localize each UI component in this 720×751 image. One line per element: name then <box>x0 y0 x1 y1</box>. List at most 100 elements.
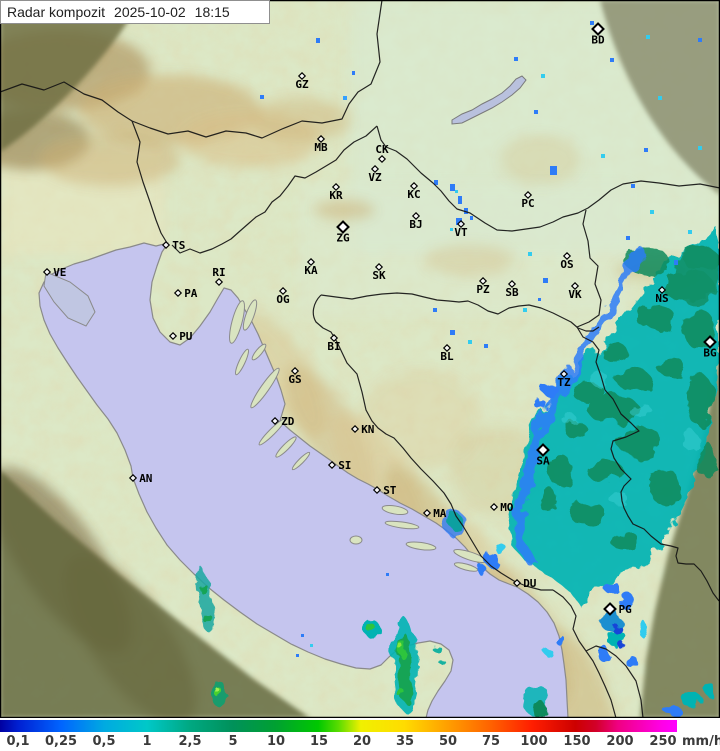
station-label: TZ <box>557 376 571 389</box>
intensity-legend: 0,1 0,25 0,5 1 2,5 5 10 15 20 35 50 75 100 150 200 250 m… <box>0 718 720 751</box>
map-title: Radar kompozit <box>7 4 106 20</box>
legend-tick-label: 2,5 <box>178 734 202 749</box>
islands-layer <box>43 271 487 572</box>
station-marker: VZ <box>368 164 382 184</box>
station-diamond-icon <box>370 164 380 174</box>
station-marker: PC <box>521 190 535 210</box>
station-diamond-icon <box>603 602 617 616</box>
station-label: MA <box>433 507 447 520</box>
station-label: SI <box>338 459 351 472</box>
station-marker: VT <box>454 219 468 239</box>
station-diamond-icon <box>374 262 384 272</box>
legend-tick-label: 10 <box>266 734 286 749</box>
station-diamond-icon <box>559 369 569 379</box>
station-marker: KA <box>304 257 318 277</box>
radar-map-canvas: BD GZ MB CK VZ KR KC PC BJ VT ZG TS OS KA SK VE RI PZ SB VK… <box>0 0 720 718</box>
station-marker: RI <box>212 266 226 287</box>
legend-tick-label: 0,5 <box>92 734 116 749</box>
station-diamond-icon <box>270 416 280 426</box>
station-label: BG <box>703 347 717 360</box>
station-label: KN <box>361 423 374 436</box>
station-marker: MA <box>422 507 447 520</box>
station-marker: PU <box>168 330 193 343</box>
station-diamond-icon <box>372 485 382 495</box>
station-marker: VE <box>42 266 66 279</box>
station-label: SB <box>505 286 519 299</box>
station-diamond-icon <box>290 366 300 376</box>
station-diamond-icon <box>422 508 432 518</box>
legend-tick-label: 150 <box>563 734 591 749</box>
station-label: OG <box>276 293 290 306</box>
legend-unit-label: mm/h <box>682 734 720 749</box>
station-label: PU <box>179 330 193 343</box>
station-diamond-icon <box>173 288 183 298</box>
station-diamond-icon <box>42 267 52 277</box>
station-diamond-icon <box>512 578 522 588</box>
title-bar: Radar kompozit 2025-10-02 18:15 <box>0 0 270 24</box>
station-marker: KC <box>407 181 421 201</box>
station-label: ZG <box>336 232 350 245</box>
station-diamond-icon <box>306 257 316 267</box>
station-marker: ST <box>372 484 397 497</box>
station-diamond-icon <box>297 71 307 81</box>
station-marker: VK <box>568 281 582 301</box>
radar-site-marker: PG <box>603 602 632 616</box>
station-label: BL <box>440 350 454 363</box>
rain-light-patches <box>562 374 698 506</box>
lake-balaton <box>451 75 527 125</box>
station-label: MO <box>500 501 514 514</box>
rain-south-cells <box>197 566 550 718</box>
station-diamond-icon <box>128 473 138 483</box>
station-marker: SK <box>372 262 386 282</box>
station-marker: MB <box>314 134 328 154</box>
rain-specks <box>260 21 702 657</box>
station-marker: SB <box>505 279 519 299</box>
legend-tick-label: 200 <box>606 734 634 749</box>
station-marker: BI <box>327 333 341 353</box>
station-label: ST <box>383 484 397 497</box>
station-label: OS <box>560 258 573 271</box>
station-label: KC <box>407 188 420 201</box>
station-label: KA <box>304 264 318 277</box>
station-label: AN <box>139 472 152 485</box>
station-diamond-icon <box>591 22 605 36</box>
station-marker: SI <box>327 459 351 472</box>
station-marker: MO <box>489 501 514 514</box>
station-marker: TZ <box>557 369 571 389</box>
legend-tick-label: 0,1 <box>6 734 30 749</box>
radar-map[interactable]: BD GZ MB CK VZ KR KC PC BJ VT ZG TS OS KA SK VE RI PZ SB VK… <box>0 0 720 718</box>
station-label: SK <box>372 269 386 282</box>
station-marker: BJ <box>409 211 423 231</box>
station-label: VT <box>454 226 468 239</box>
station-label: MB <box>314 141 328 154</box>
station-diamond-icon <box>703 335 717 349</box>
station-marker: NS <box>655 285 669 305</box>
radar-site-marker: BD <box>591 22 605 47</box>
station-marker: TS <box>161 239 185 252</box>
map-time: 18:15 <box>194 4 230 20</box>
adriatic-sea <box>38 242 569 718</box>
legend-tick-label: 5 <box>228 734 238 749</box>
legend-tick-label: 100 <box>520 734 548 749</box>
legend-tick-label: 0,25 <box>44 734 78 749</box>
legend-tick-label: 250 <box>649 734 677 749</box>
station-label: GS <box>288 373 301 386</box>
station-label: RI <box>212 266 225 279</box>
station-diamond-icon <box>442 343 452 353</box>
station-marker: KN <box>350 423 374 436</box>
station-diamond-icon <box>278 286 288 296</box>
station-label: GZ <box>295 78 309 91</box>
legend-tick-label: 35 <box>395 734 415 749</box>
station-marker: ZD <box>270 415 295 428</box>
station-label: VK <box>568 288 582 301</box>
rain-blue-fringe <box>513 247 645 567</box>
station-marker: KR <box>329 182 343 202</box>
station-diamond-icon <box>214 277 224 287</box>
station-marker: OS <box>560 251 574 271</box>
legend-tick-label: 15 <box>309 734 329 749</box>
station-label: TS <box>172 239 185 252</box>
radar-site-marker: BG <box>703 335 717 360</box>
station-diamond-icon <box>562 251 572 261</box>
station-marker: PZ <box>476 276 490 296</box>
station-label: PC <box>521 197 534 210</box>
